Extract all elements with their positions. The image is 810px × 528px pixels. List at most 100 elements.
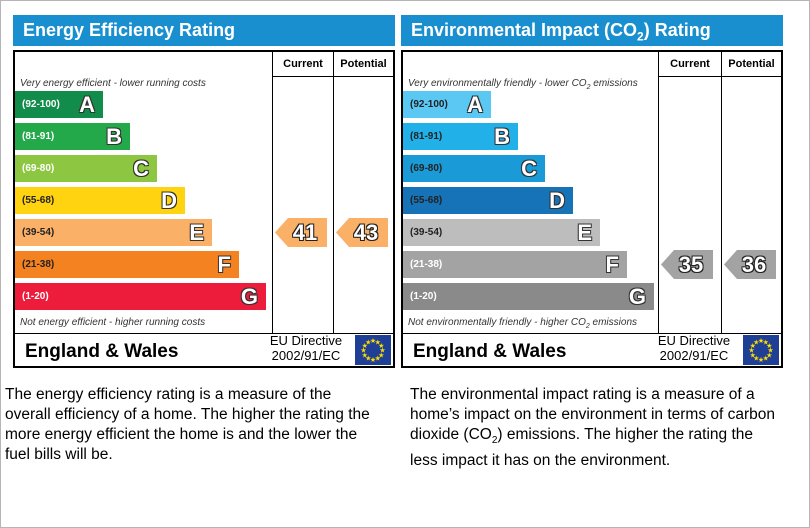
svg-text:★: ★ <box>750 351 756 359</box>
top-note: Very energy efficient - lower running co… <box>20 78 206 89</box>
svg-text:★: ★ <box>370 356 376 364</box>
chart-title-text: Energy Efficiency Rating <box>23 20 236 40</box>
eu-directive-line1: EU Directive <box>269 333 343 348</box>
band-range-label: (92-100) <box>22 99 60 110</box>
energy-caption-line: fuel bills will be. <box>5 446 113 463</box>
svg-text:★: ★ <box>758 337 764 345</box>
potential-rating-arrow: 43 <box>336 218 388 247</box>
eu-flag-icon: ★ ★ ★ ★ ★ ★ ★ ★ ★ ★ ★ ★ <box>743 335 779 365</box>
rating-grid: Current Potential Very energy efficient … <box>13 50 395 368</box>
rating-grid: Current Potential Very environmentally f… <box>401 50 783 368</box>
environmental-impact-chart: Environmental Impact (CO2) Rating Curren… <box>401 15 783 368</box>
rating-band-f: (21-38) F <box>15 251 239 278</box>
band-letter-label: F <box>605 252 619 277</box>
current-rating-arrow-shape <box>661 250 713 279</box>
rating-band-e: (39-54) E <box>403 219 600 246</box>
eu-directive-line2: 2002/91/EC <box>271 348 341 363</box>
energy-caption-line: more energy efficient the home is and th… <box>5 426 358 443</box>
potential-rating-arrow-value: 36 <box>741 252 767 277</box>
current-rating-arrow-value: 41 <box>292 220 318 245</box>
band-letter-label: E <box>189 220 204 245</box>
svg-text:★: ★ <box>748 347 754 355</box>
environment-caption-line: dioxide (CO2) emissions. The higher the … <box>410 426 754 447</box>
band-letter-label: G <box>240 284 258 309</box>
band-range-label: (69-80) <box>410 163 443 174</box>
band-range-label: (21-38) <box>22 259 55 270</box>
chart-title-part1: Environmental Impact (CO <box>411 20 638 40</box>
energy-caption-line: The energy efficiency rating is a measur… <box>5 386 332 403</box>
rating-band-a: (92-100) A <box>403 91 491 118</box>
svg-text:★: ★ <box>763 355 769 363</box>
band-range-label: (81-91) <box>410 131 443 142</box>
band-letter-label: B <box>106 124 122 149</box>
current-rating-arrow: 35 <box>661 250 713 279</box>
svg-text:★: ★ <box>753 338 759 346</box>
eu-directive-line2: 2002/91/EC <box>659 348 729 363</box>
chart-title-subscript: 2 <box>637 29 644 44</box>
rating-band-c: (69-80) C <box>15 155 157 182</box>
svg-text:★: ★ <box>750 342 756 350</box>
current-column-header: Current <box>670 58 710 70</box>
svg-text:★: ★ <box>378 342 384 350</box>
rating-band-a: (92-100) A <box>15 91 103 118</box>
svg-text:★: ★ <box>362 351 368 359</box>
rating-band-g: (1-20) G <box>403 283 654 310</box>
potential-rating-arrow-shape <box>724 250 776 279</box>
band-letter-label: E <box>577 220 592 245</box>
svg-text:★: ★ <box>767 347 773 355</box>
rating-band-b: (81-91) B <box>403 123 518 150</box>
potential-column-header: Potential <box>728 58 775 70</box>
eu-directive: EU Directive 2002/91/EC <box>651 333 737 363</box>
band-range-label: (39-54) <box>410 227 443 238</box>
potential-rating-arrow: 36 <box>724 250 776 279</box>
potential-rating-arrow-value: 43 <box>353 220 379 245</box>
bottom-note: Not energy efficient - higher running co… <box>20 317 206 328</box>
eu-directive: EU Directive 2002/91/EC <box>263 333 349 363</box>
environment-caption-line: The environmental impact rating is a mea… <box>410 386 755 403</box>
svg-text:★: ★ <box>758 356 764 364</box>
band-letter-label: C <box>133 156 149 181</box>
band-letter-label: G <box>628 284 646 309</box>
band-range-label: (55-68) <box>22 195 55 206</box>
svg-text:★: ★ <box>365 355 371 363</box>
rating-band-b: (81-91) B <box>15 123 130 150</box>
band-letter-label: B <box>494 124 510 149</box>
bottom-note: Not environmentally friendly - higher CO… <box>408 317 638 330</box>
current-rating-arrow-shape <box>275 218 327 247</box>
svg-text:★: ★ <box>378 351 384 359</box>
rating-band-d: (55-68) D <box>403 187 573 214</box>
band-letter-label: F <box>217 252 231 277</box>
band-range-label: (55-68) <box>410 195 443 206</box>
region-label: England & Wales <box>413 341 567 362</box>
energy-efficiency-chart: Energy Efficiency Rating Current Potenti… <box>13 15 395 368</box>
svg-text:★: ★ <box>763 338 769 346</box>
rating-band-e: (39-54) E <box>15 219 212 246</box>
svg-text:★: ★ <box>766 342 772 350</box>
chart-title: Environmental Impact (CO2) Rating <box>401 15 783 46</box>
band-letter-label: C <box>521 156 537 181</box>
eu-directive-line1: EU Directive <box>657 333 731 348</box>
eu-flag-icon: ★ ★ ★ ★ ★ ★ ★ ★ ★ ★ ★ ★ <box>355 335 391 365</box>
svg-text:★: ★ <box>362 342 368 350</box>
svg-text:★: ★ <box>766 351 772 359</box>
svg-text:★: ★ <box>375 338 381 346</box>
energy-caption-line: overall efficiency of a home. The higher… <box>5 406 370 423</box>
svg-text:★: ★ <box>370 337 376 345</box>
top-note: Very environmentally friendly - lower CO… <box>408 78 638 91</box>
region-label: England & Wales <box>25 341 179 362</box>
rating-band-f: (21-38) F <box>403 251 627 278</box>
rating-band-c: (69-80) C <box>403 155 545 182</box>
environment-caption: The environmental impact rating is a mea… <box>410 385 805 471</box>
chart-title: Energy Efficiency Rating <box>13 15 395 46</box>
environment-caption-line: home’s impact on the environment in term… <box>410 406 776 423</box>
band-letter-label: A <box>79 92 95 117</box>
svg-text:★: ★ <box>365 338 371 346</box>
band-range-label: (1-20) <box>22 291 49 302</box>
rating-band-g: (1-20) G <box>15 283 266 310</box>
band-range-label: (21-38) <box>410 259 443 270</box>
svg-text:★: ★ <box>360 347 366 355</box>
rating-band-d: (55-68) D <box>15 187 185 214</box>
potential-column-header: Potential <box>340 58 387 70</box>
chart-title-part3: ) Rating <box>643 20 711 40</box>
energy-caption: The energy efficiency rating is a measur… <box>5 385 400 465</box>
